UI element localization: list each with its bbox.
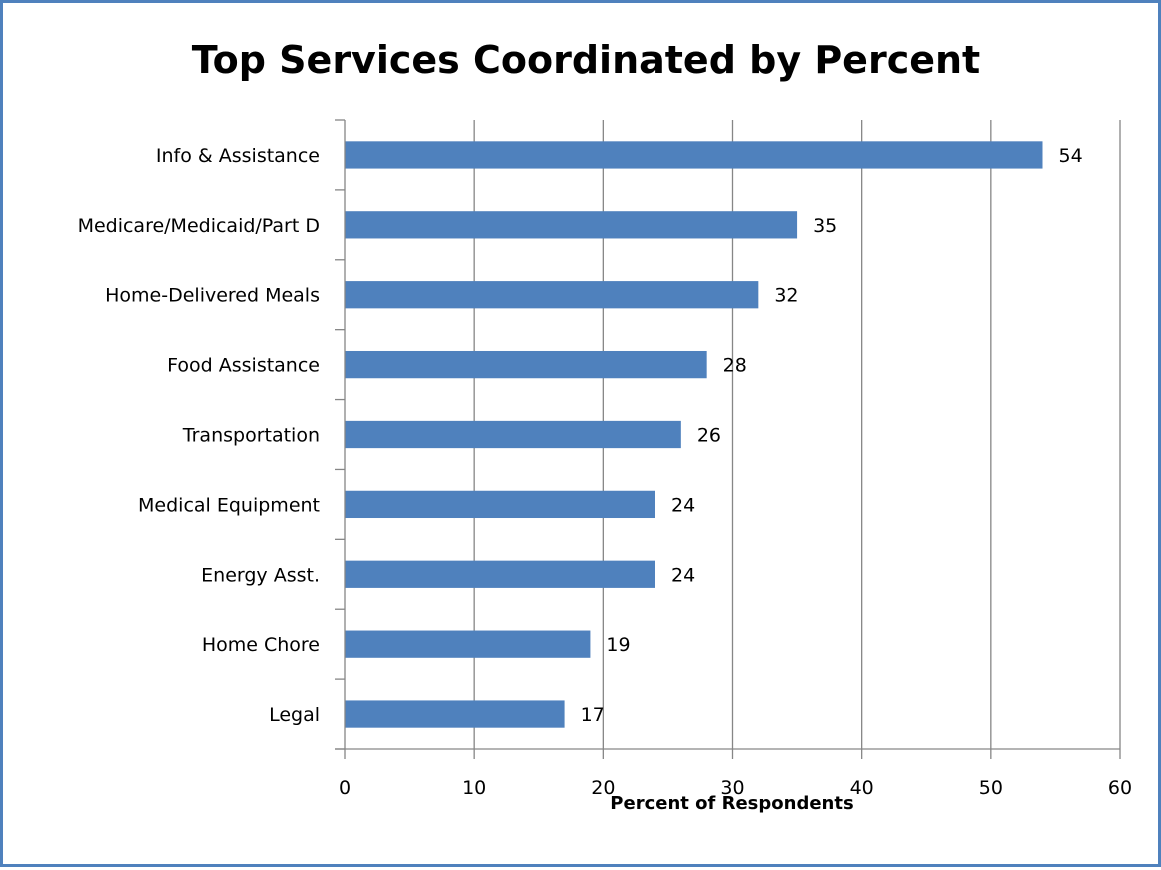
x-axis-title: Percent of Respondents (610, 793, 853, 814)
bars (345, 141, 1043, 728)
bar-3 (345, 350, 707, 379)
data-label-3: 28 (723, 355, 747, 377)
bar-6 (345, 560, 655, 588)
x-tick-label-20: 20 (591, 777, 615, 799)
data-label-8: 17 (581, 704, 605, 726)
bar-2 (345, 281, 759, 309)
category-label-7: Home Chore (202, 634, 320, 656)
category-label-5: Medical Equipment (138, 494, 320, 516)
category-label-0: Info & Assistance (156, 145, 320, 167)
labels: Info & Assistance 54 Medicare/Medicaid/Par… (78, 145, 1133, 799)
bar-5 (345, 490, 655, 519)
category-label-4: Transportation (182, 425, 320, 447)
x-tick-label-30: 30 (720, 777, 744, 799)
data-label-5: 24 (671, 494, 695, 516)
bar-1 (345, 211, 798, 239)
axes (335, 119, 1121, 759)
data-label-2: 32 (774, 285, 798, 307)
category-label-1: Medicare/Medicaid/Part D (78, 215, 320, 237)
category-label-2: Home-Delivered Meals (105, 285, 320, 307)
category-label-3: Food Assistance (167, 355, 320, 377)
category-label-6: Energy Asst. (201, 564, 320, 586)
x-tick-label-0: 0 (339, 777, 351, 799)
data-label-4: 26 (697, 425, 721, 447)
chart-title: Top Services Coordinated by Percent (192, 38, 980, 82)
x-tick-label-10: 10 (462, 777, 486, 799)
x-tick-label-50: 50 (979, 777, 1003, 799)
data-label-1: 35 (813, 215, 837, 237)
x-tick-label-60: 60 (1108, 777, 1132, 799)
category-label-8: Legal (269, 704, 320, 726)
data-label-7: 19 (606, 634, 630, 656)
x-tick-label-40: 40 (850, 777, 874, 799)
bar-0 (345, 141, 1043, 169)
data-label-0: 54 (1059, 145, 1083, 167)
data-label-6: 24 (671, 564, 695, 586)
bar-8 (345, 700, 565, 728)
bar-4 (345, 420, 681, 449)
bar-7 (345, 630, 591, 658)
chart: Top Services Coordinated by Percent Info… (78, 38, 1133, 814)
